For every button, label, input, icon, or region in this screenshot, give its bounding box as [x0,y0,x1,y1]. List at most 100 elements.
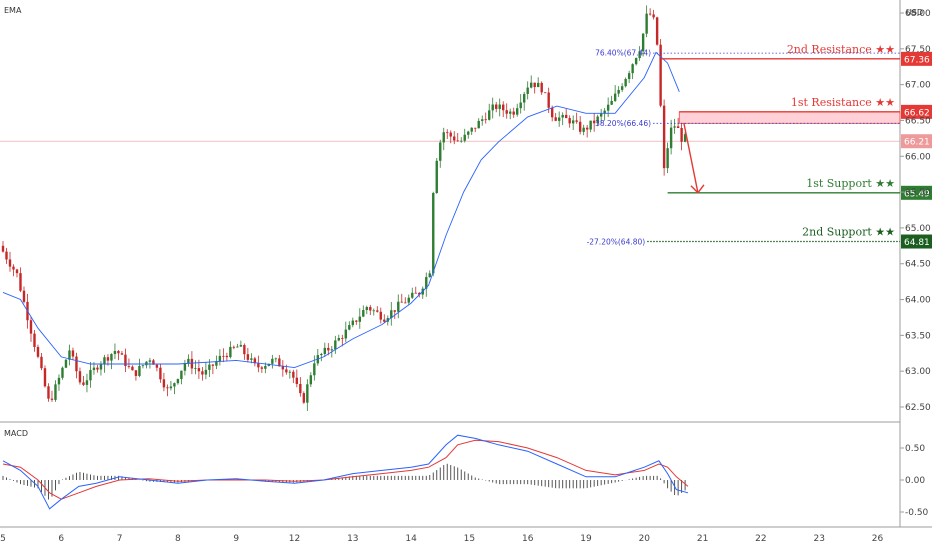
time-tick-label: 7 [117,534,123,544]
price-tick-label: 68.00 [905,9,931,19]
candle-body [383,319,386,322]
candle-body [414,292,417,294]
candle-body [71,350,75,357]
candle-body [509,111,512,114]
price-tag-bg [901,234,932,249]
fib-label: 76.40%(67.44) [595,49,651,58]
macd-line [2,434,689,510]
time-tick-label: 21 [697,534,708,544]
candle-body [82,382,85,385]
candle-body [624,78,627,87]
level-label-2nd-resistance: 2nd Resistance ★★ [787,43,895,56]
candle-body [334,340,337,350]
candle-body [138,365,141,376]
candle-body [222,355,225,357]
candle-body [40,356,43,369]
candle-body [285,369,288,373]
candle-body [57,377,61,385]
candle-body [355,320,358,322]
price-tick-label: 63.00 [905,367,931,377]
candle-body [15,269,19,274]
candle-body [449,132,452,137]
candle-body [250,358,253,360]
candle-body [550,107,554,118]
candle-body [634,58,638,65]
candle-body [627,73,631,79]
price-tick-label: 63.50 [905,331,931,341]
candle-body [288,371,292,373]
candle-body [36,346,40,357]
candle-body [372,310,375,312]
candle-body [460,140,463,142]
candle-body [201,371,204,375]
candle-body [488,110,491,120]
candle-body [369,307,372,311]
candle-body [435,160,438,194]
candle-body [516,108,519,115]
candle-body [397,301,400,312]
candle-body [19,273,22,291]
candle-body [85,380,89,385]
candle-body [8,259,12,267]
candle-body [176,379,180,384]
candle-body [106,357,110,361]
candle-body [253,358,257,364]
candle-body [68,350,71,360]
candle-body [606,104,610,111]
candle-body [585,127,589,130]
candle-body [211,364,215,366]
candle-body [92,367,96,371]
candle-body [502,104,505,111]
time-tick-label: 19 [580,534,592,544]
time-tick-label: 20 [639,534,651,544]
candle-body [407,297,410,303]
candle-body [446,132,449,134]
candle-body [673,126,676,128]
price-tick-label: 64.50 [905,260,931,270]
candle-body [561,114,564,118]
candle-body [166,387,169,389]
candle-body [47,386,50,399]
candle-body [393,310,396,312]
candle-body [22,290,26,302]
candle-body [554,117,557,121]
candle-body [309,375,313,385]
candle-body [190,358,194,369]
price-tick-label: 65.50 [905,188,931,198]
time-tick-label: 14 [405,534,417,544]
candle-body [348,325,351,330]
candle-body [592,120,596,124]
candle-body [243,345,246,355]
candle-body [75,356,78,372]
candle-body [543,92,547,94]
candle-body [620,86,624,90]
candle-body [603,110,606,114]
candle-body [610,100,613,105]
candle-body [463,134,466,141]
candle-body [43,368,47,387]
candle-body [131,366,134,371]
candle-body [568,118,571,124]
candle-body [666,148,669,169]
candle-body [470,127,473,132]
candle-body [505,110,508,114]
last-price-tag-bg [901,134,932,149]
candle-body [229,346,232,358]
time-tick-label: 5 [0,534,6,544]
level-label-2nd-support: 2nd Support ★★ [802,226,895,239]
candle-body [390,310,393,319]
candle-body [571,120,575,124]
candle-body [376,310,379,312]
candle-body [564,114,568,119]
candle-body [330,349,334,351]
candle-body [323,347,327,354]
candle-body [456,140,459,142]
indicator-label-ema: EMA [4,6,22,15]
candle-body [295,377,299,384]
candle-body [110,354,113,361]
candle-body [477,120,480,129]
candle-body [113,351,117,355]
candle-body [33,333,36,347]
candle-body [662,105,666,169]
candle-body [589,120,592,130]
